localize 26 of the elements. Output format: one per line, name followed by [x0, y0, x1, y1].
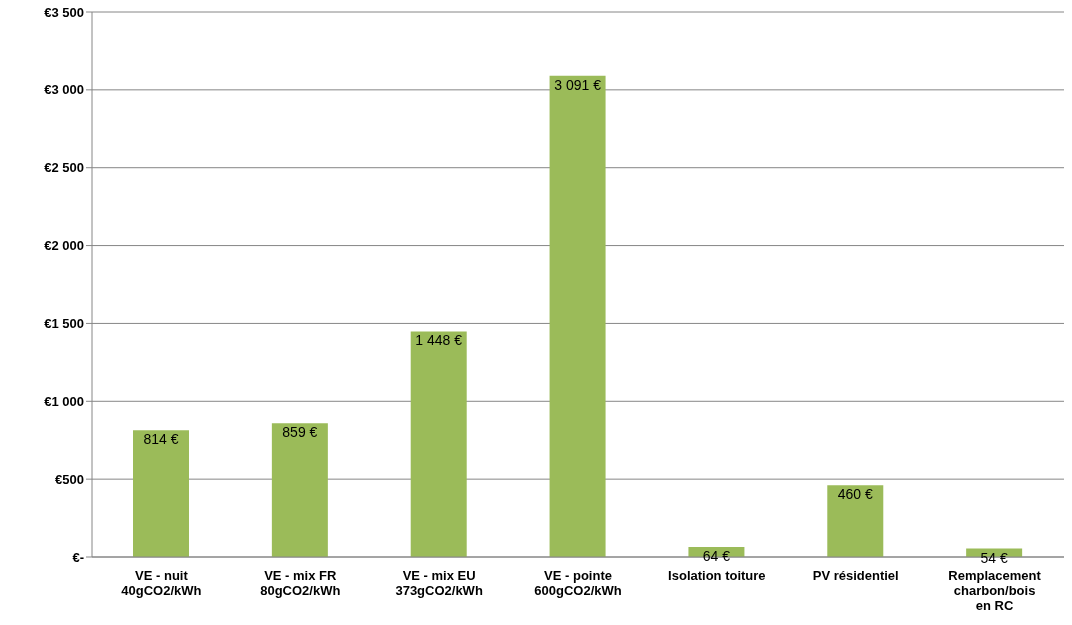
- data-label: 814 €: [143, 431, 179, 448]
- bar: [271, 423, 328, 557]
- y-tick-label: €2 500: [44, 160, 84, 176]
- bar: [133, 430, 189, 557]
- bar: [410, 331, 467, 557]
- y-tick-label: €2 000: [44, 238, 84, 254]
- data-label: 460 €: [837, 486, 874, 503]
- y-tick-label: €-: [72, 549, 84, 565]
- y-tick-label: €500: [55, 471, 84, 487]
- x-tick-label: VE - mix EU 373gCO2/kWh: [395, 568, 483, 598]
- y-tick-label: €3 000: [44, 82, 84, 98]
- data-label: 859 €: [282, 424, 318, 441]
- data-label: 1 448 €: [415, 332, 463, 349]
- y-tick-label: €1 500: [44, 316, 84, 332]
- x-tick-label: VE - pointe 600gCO2/kWh: [534, 568, 622, 598]
- data-label: 54 €: [980, 549, 1008, 566]
- x-tick-label: Remplacement charbon/bois en RC: [948, 568, 1042, 613]
- x-tick-label: PV résidentiel: [812, 568, 899, 583]
- data-label: 3 091 €: [554, 76, 602, 93]
- x-tick-label: Isolation toiture: [668, 568, 766, 583]
- x-tick-label: VE - nuit 40gCO2/kWh: [121, 568, 202, 598]
- y-tick-label: €3 500: [44, 4, 84, 20]
- y-tick-label: €1 000: [44, 393, 84, 409]
- x-tick-label: VE - mix FR 80gCO2/kWh: [260, 568, 341, 598]
- bar: [549, 75, 606, 557]
- bar: [827, 485, 884, 557]
